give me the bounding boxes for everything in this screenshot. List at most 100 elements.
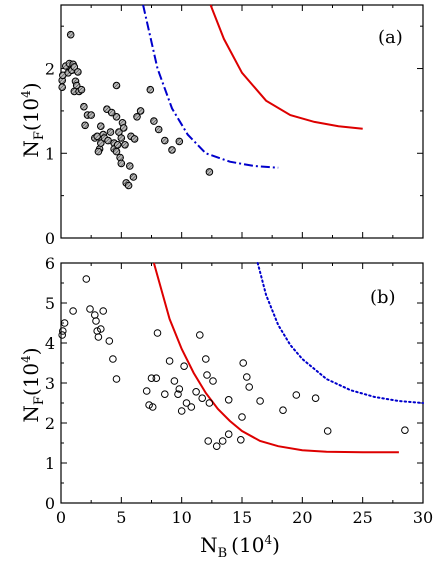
panel-b-x-title-main: N: [200, 533, 218, 557]
panel-a-y-tick-label: 2: [45, 60, 55, 79]
panel-a-data-point: [112, 113, 121, 121]
panel-b-data-point: [86, 305, 94, 313]
panel-b-data-point: [109, 355, 117, 363]
panel-b-y-tick-label: 2: [45, 414, 55, 433]
panel-b-data-point: [174, 390, 182, 399]
panel-b-ticks: 0 1 2 3 4 5 6 0 5 10 15 20 25 30: [45, 254, 433, 527]
panel-b-data-point: [58, 331, 67, 339]
panel-a-y-axis-title: NF(104): [19, 82, 47, 157]
panel-b-data-point: [60, 319, 69, 327]
panel-b-data-point: [192, 388, 200, 396]
panel-b-x-tick-label: 5: [116, 508, 126, 527]
panel-b-data-point: [224, 396, 233, 404]
panel-a-data-point: [154, 125, 163, 134]
panel-b-data-point: [212, 442, 221, 451]
panel-a-points: [58, 30, 214, 190]
panel-a-y-title-unit-close: ): [19, 82, 43, 90]
panel-b-points: [58, 275, 409, 451]
panel-b-data-point: [97, 325, 105, 333]
panel-b-x-title-unit-open: (10: [231, 533, 264, 557]
panel-b-data-point: [161, 390, 169, 399]
panel-b-data-point: [94, 333, 103, 341]
panel-a-curves: [142, 4, 363, 169]
panel-b-data-point: [256, 397, 264, 405]
panel-b-y-tick-label: 6: [45, 254, 55, 273]
panel-b-data-point: [238, 413, 246, 421]
panel-a-y-title-sup: 4: [19, 90, 33, 98]
panel-b-data-point: [202, 355, 210, 363]
panel-a-data-point: [112, 147, 121, 156]
panel-b-x-tick-label: 10: [171, 508, 191, 527]
panel-a-data-point: [66, 30, 75, 39]
panel-a-data-point: [205, 168, 214, 176]
panel-b-data-point: [92, 317, 100, 325]
panel-b-data-point: [112, 375, 121, 383]
panel-a-y-title-main: N: [19, 140, 43, 158]
panel-b-y-title-unit-open: (10: [19, 363, 43, 396]
panel-b-y-tick-label: 4: [45, 334, 55, 353]
panel-b-data-point: [69, 307, 77, 315]
panel-b-data-point: [323, 427, 332, 435]
panel-a-data-point: [168, 146, 176, 154]
panel-b-x-tick-label: 15: [232, 508, 252, 527]
panel-b-x-title-sub: B: [218, 546, 228, 561]
panel-b-data-point: [401, 426, 409, 435]
panel-b-x-tick-label: 25: [352, 508, 372, 527]
panel-b-data-point: [153, 329, 162, 337]
panel-b-data-point: [196, 331, 204, 339]
panel-b-data-point: [147, 374, 156, 383]
panel-b-data-point: [205, 399, 214, 407]
panel-b-y-tick-label: 3: [45, 374, 55, 393]
panel-a-data-point: [106, 128, 115, 136]
panel-a-data-point: [119, 124, 128, 132]
panel-a-data-point: [77, 85, 86, 94]
panel-b-frame: [60, 262, 424, 504]
panel-b-y-tick-label: 0: [45, 494, 55, 513]
panel-b-data-point: [224, 430, 233, 439]
panel-a-data-point: [94, 147, 103, 156]
panel-a-data-point: [107, 108, 116, 117]
panel-b-data-point: [82, 275, 91, 283]
panel-b-data-point: [165, 357, 174, 365]
panel-b-label: (b): [370, 287, 396, 308]
panel-a-data-point: [113, 141, 122, 149]
panel-a-data-point: [136, 107, 145, 115]
panel-b-data-point: [91, 311, 99, 319]
panel-b-data-point: [245, 383, 253, 391]
panel-b-data-point: [237, 436, 245, 444]
panel-b-y-title-sup: 4: [19, 355, 33, 363]
panel-b-y-title-main: N: [19, 405, 43, 423]
panel-a-y-tick-label: 1: [45, 144, 55, 163]
panel-b-data-point: [142, 387, 151, 395]
panel-b-x-axis-title: NB (104): [200, 533, 280, 561]
panel-a-data-point: [146, 85, 155, 94]
panel-a-data-point: [117, 134, 126, 142]
panel-b-data-point: [99, 307, 107, 315]
panel-b-x-tick-label: 0: [56, 508, 66, 527]
panel-b-curves: [152, 262, 424, 454]
panel-a-data-point: [58, 83, 67, 91]
panel-a-data-point: [161, 136, 169, 145]
panel-b-data-point: [182, 399, 191, 407]
panel-b-data-point: [152, 374, 161, 383]
panel-b-data-point: [59, 327, 67, 335]
panel-a-frame: [60, 4, 424, 239]
panel-b-data-point: [209, 377, 217, 385]
panel-b-data-point: [198, 394, 206, 403]
panel-b-data-point: [145, 401, 153, 409]
panel-a-data-point: [124, 181, 133, 190]
panel-b-y-title-unit-close: ): [19, 347, 43, 355]
panel-b-y-tick-label: 5: [45, 294, 55, 313]
panel-a-data-point: [121, 141, 129, 149]
panel-b-data-point: [279, 406, 287, 415]
panel-b-y-axis-title: NF(104): [19, 347, 47, 422]
panel-a-y-tick-label: 0: [45, 229, 55, 248]
panel-a-y-title-sub: F: [32, 131, 47, 140]
panel-a-data-point: [81, 121, 89, 130]
panel-b-data-point: [243, 373, 251, 381]
panel-a-label: (a): [378, 27, 403, 48]
panel-b-curve-dotted: [256, 262, 424, 404]
panel-a-data-point: [74, 68, 82, 76]
